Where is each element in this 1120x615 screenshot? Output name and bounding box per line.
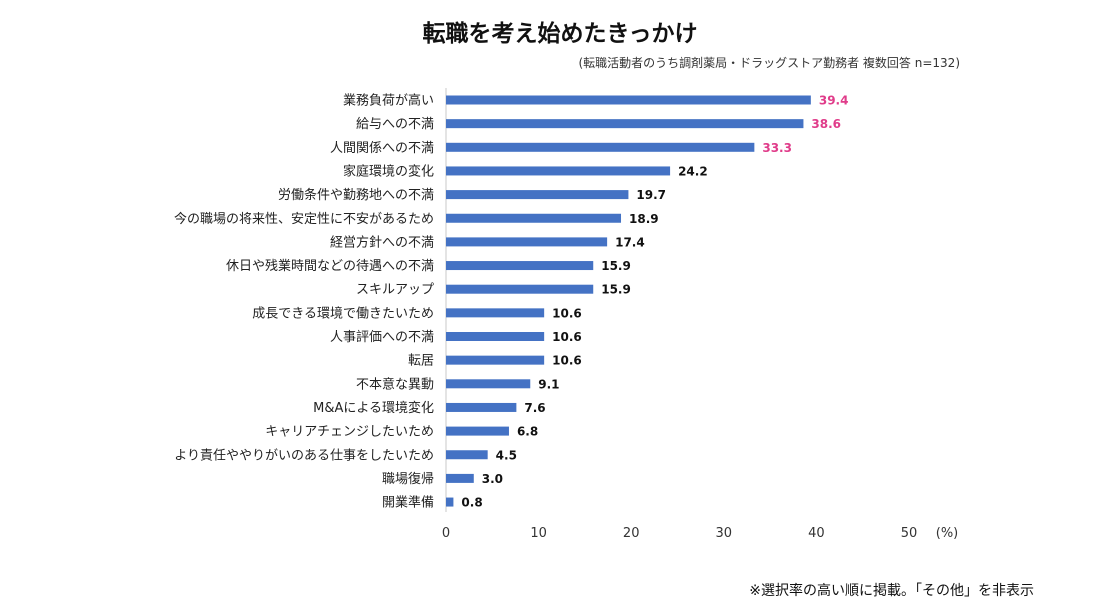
data-label: 10.6 [552,330,582,344]
category-label: 経営方針への不満 [330,234,434,250]
data-label: 17.4 [615,235,645,249]
x-tick-label: 50 [901,526,918,541]
data-label: 4.5 [496,448,517,462]
category-label: キャリアチェンジしたいため [265,425,434,440]
bar [446,355,545,365]
data-label: 38.6 [811,117,841,131]
x-tick-label: 30 [716,526,733,541]
category-label: 休日や残業時間などの待遇への不満 [226,258,434,274]
category-label: 人事評価への不満 [330,330,434,345]
category-label: 家庭環境の変化 [343,163,434,179]
category-label: 転居 [408,354,434,369]
bar [446,426,509,436]
data-label: 24.2 [678,164,708,178]
x-unit-label: (%) [936,526,959,541]
chart-title: 転職を考え始めたきっかけ [422,21,698,47]
x-tick-label: 40 [808,526,825,541]
bar [446,261,594,271]
bar [446,119,804,129]
data-label: 18.9 [629,212,659,226]
category-label: 労働条件や勤務地への不満 [278,187,434,203]
data-label: 9.1 [538,377,559,391]
category-label: 今の職場の将来性、安定性に不安があるため [174,211,434,227]
bar [446,142,755,152]
data-label: 3.0 [482,472,503,486]
bar [446,213,622,223]
category-label: 業務負荷が高い [343,93,434,109]
category-label: 不本意な異動 [356,376,434,392]
category-label: 人間関係への不満 [330,141,434,156]
bar [446,237,608,247]
bar [446,332,545,341]
data-label: 39.4 [819,94,849,108]
x-tick-label: 0 [442,526,450,541]
chart-subtitle: (転職活動者のうち調剤薬局・ドラッグストア勤務者 複数回答 n=132) [578,56,960,70]
category-label: 成長できる環境で働きたいため [252,306,434,321]
category-label: M&Aによる環境変化 [313,400,434,416]
data-label: 6.8 [517,425,538,439]
bar [446,190,629,200]
chart-footnote: ※選択率の高い順に掲載。「その他」を非表示 [749,583,1034,599]
data-label: 19.7 [636,188,666,202]
bar [446,308,545,318]
data-label: 0.8 [461,496,482,510]
bar [446,473,474,483]
bar [446,402,517,412]
data-label: 15.9 [601,259,631,273]
category-label: スキルアップ [356,283,434,298]
category-label: 給与への不満 [356,117,434,132]
bar [446,284,594,294]
bar [446,450,488,460]
data-label: 10.6 [552,354,582,368]
data-label: 15.9 [601,283,631,297]
x-tick-label: 20 [623,526,640,541]
x-tick-label: 10 [530,526,547,541]
data-label: 7.6 [524,401,545,415]
category-label: 職場復帰 [382,471,434,487]
category-label: より責任ややりがいのある仕事をしたいため [174,448,434,463]
bar [446,497,454,507]
bar [446,166,671,176]
data-label: 33.3 [762,141,792,155]
bar [446,379,531,389]
data-label: 10.6 [552,306,582,320]
bar [446,95,811,105]
category-label: 開業準備 [382,495,434,511]
